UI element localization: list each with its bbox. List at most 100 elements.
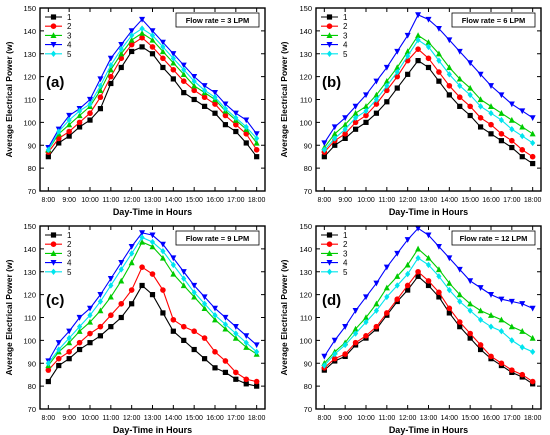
x-tick-label: 16:00 bbox=[206, 197, 224, 204]
data-point bbox=[253, 131, 260, 138]
data-point bbox=[87, 312, 93, 319]
data-point bbox=[243, 123, 249, 131]
data-point bbox=[446, 71, 452, 78]
data-point bbox=[498, 110, 505, 116]
flow-rate-box bbox=[175, 12, 260, 28]
data-point bbox=[76, 112, 83, 119]
data-point bbox=[363, 314, 369, 321]
data-point bbox=[160, 310, 166, 316]
y-axis-label: Average Electrical Power (w) bbox=[279, 259, 289, 375]
flow-rate-box bbox=[451, 12, 536, 28]
data-point bbox=[66, 133, 72, 139]
data-point bbox=[201, 335, 208, 341]
data-point bbox=[159, 48, 166, 55]
legend-label: 1 bbox=[343, 13, 348, 22]
data-point bbox=[87, 318, 93, 325]
data-point bbox=[456, 94, 463, 101]
data-point bbox=[97, 82, 104, 89]
x-tick-label: 17:00 bbox=[227, 415, 245, 422]
data-point bbox=[108, 80, 114, 87]
data-point bbox=[191, 289, 197, 296]
data-point bbox=[170, 51, 177, 57]
data-point bbox=[160, 247, 166, 255]
data-point bbox=[415, 268, 421, 275]
data-point bbox=[243, 381, 249, 387]
x-tick-label: 11:00 bbox=[102, 197, 119, 204]
data-point bbox=[425, 278, 432, 284]
data-point bbox=[149, 32, 156, 39]
data-point bbox=[87, 100, 93, 108]
data-point bbox=[342, 135, 348, 141]
plot-frame bbox=[315, 7, 542, 192]
data-point bbox=[139, 264, 145, 270]
data-point bbox=[477, 285, 484, 291]
data-point bbox=[415, 46, 421, 52]
data-point bbox=[394, 68, 400, 76]
data-point bbox=[425, 282, 432, 289]
y-tick-label: 70 bbox=[28, 187, 36, 196]
data-point bbox=[222, 122, 229, 128]
x-tick-label: 14:00 bbox=[441, 415, 459, 422]
data-point bbox=[467, 335, 473, 341]
data-point bbox=[191, 328, 197, 335]
data-point bbox=[332, 135, 338, 142]
data-point bbox=[404, 32, 411, 39]
x-tick-label: 10:00 bbox=[357, 197, 375, 204]
x-tick-label: 8:00 bbox=[318, 197, 332, 204]
data-point bbox=[488, 121, 494, 128]
data-point bbox=[530, 139, 536, 147]
data-point bbox=[435, 243, 442, 250]
data-point bbox=[529, 130, 536, 137]
data-point bbox=[149, 28, 156, 35]
y-tick-label: 140 bbox=[23, 27, 36, 36]
data-point bbox=[170, 76, 176, 82]
data-point bbox=[87, 340, 93, 346]
data-point bbox=[446, 310, 452, 316]
data-point bbox=[118, 266, 124, 273]
data-point bbox=[212, 101, 218, 107]
data-point bbox=[404, 48, 411, 55]
data-point bbox=[180, 323, 187, 330]
data-point bbox=[222, 101, 229, 108]
y-tick-label: 150 bbox=[299, 222, 312, 231]
data-point bbox=[76, 323, 83, 330]
data-point bbox=[352, 103, 359, 110]
data-point bbox=[118, 300, 125, 307]
data-point bbox=[498, 360, 505, 367]
legend-marker bbox=[326, 260, 333, 266]
data-point bbox=[425, 232, 432, 239]
data-point bbox=[108, 73, 114, 80]
x-tick-label: 16:00 bbox=[206, 415, 224, 422]
y-tick-label: 100 bbox=[23, 336, 36, 345]
data-point bbox=[232, 324, 239, 330]
data-point bbox=[384, 82, 390, 89]
data-point bbox=[446, 286, 452, 294]
data-point bbox=[394, 73, 401, 80]
data-point bbox=[436, 294, 442, 300]
data-point bbox=[435, 25, 442, 32]
data-point bbox=[139, 238, 146, 245]
data-point bbox=[233, 369, 239, 376]
data-point bbox=[55, 340, 62, 346]
data-point bbox=[87, 305, 93, 312]
data-point bbox=[373, 323, 380, 330]
legend-label: 5 bbox=[67, 50, 72, 59]
x-tick-label: 8:00 bbox=[318, 415, 332, 422]
data-point bbox=[394, 64, 401, 71]
x-tick-label: 10:00 bbox=[81, 197, 99, 204]
legend-marker bbox=[50, 250, 57, 256]
data-point bbox=[128, 28, 135, 35]
data-point bbox=[425, 55, 432, 62]
data-point bbox=[66, 334, 72, 342]
data-point bbox=[477, 103, 484, 110]
data-point bbox=[519, 301, 526, 307]
data-point bbox=[212, 94, 218, 101]
y-tick-label: 80 bbox=[28, 164, 36, 173]
data-point bbox=[363, 294, 369, 301]
series-4 bbox=[45, 230, 260, 365]
data-point bbox=[394, 296, 401, 303]
data-point bbox=[363, 107, 369, 115]
data-point bbox=[170, 270, 177, 277]
x-tick-label: 15:00 bbox=[185, 197, 203, 204]
